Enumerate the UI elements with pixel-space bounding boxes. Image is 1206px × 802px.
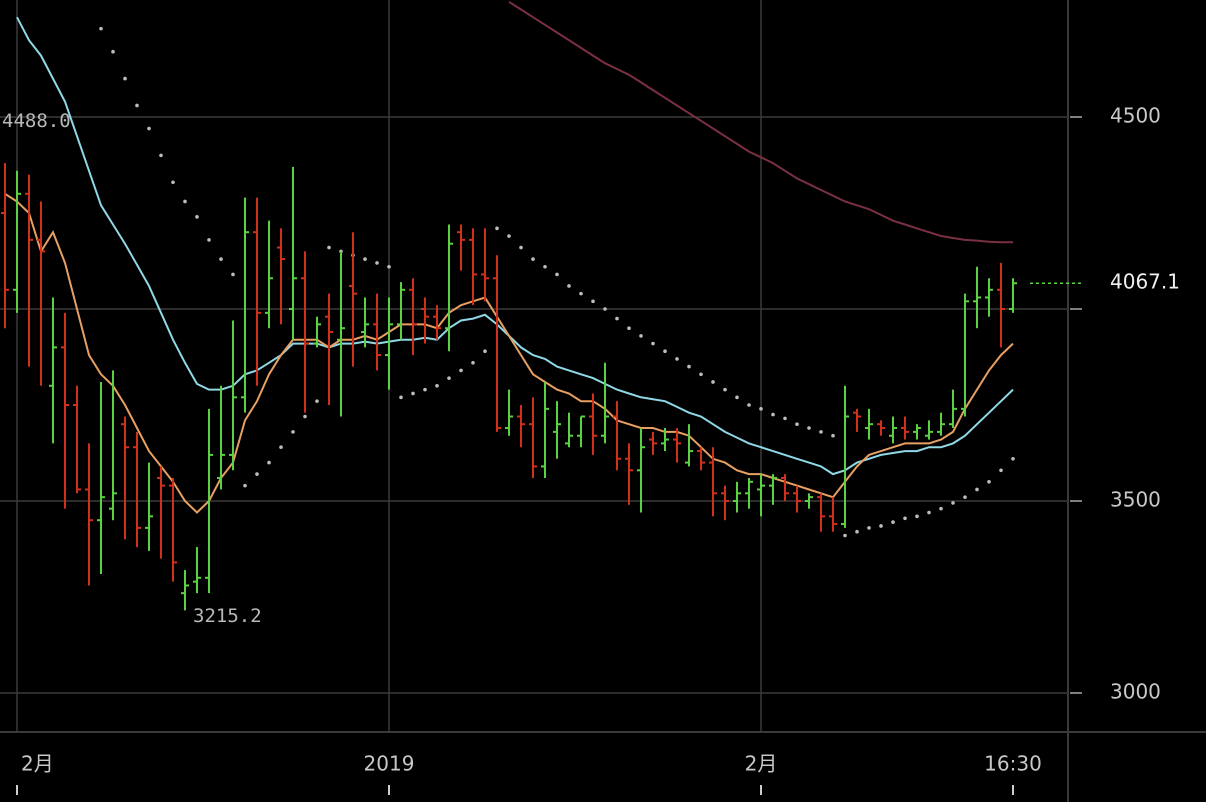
sar-dot — [615, 316, 619, 321]
x-tick-label: 2019 — [364, 752, 415, 776]
sar-dot — [651, 341, 655, 346]
sar-dot — [639, 334, 643, 338]
sar-dot — [423, 387, 427, 392]
y-tick-label: 4500 — [1110, 104, 1161, 128]
x-tick-label: 16:30 — [984, 752, 1042, 776]
sar-dot — [735, 395, 739, 400]
sar-dot — [387, 264, 391, 269]
sar-dot — [243, 483, 247, 488]
sar-dot — [951, 501, 955, 505]
sar-dot — [831, 433, 835, 438]
sar-dot — [231, 272, 235, 277]
sar-dot — [663, 349, 667, 354]
sar-dot — [459, 368, 463, 373]
sar-dot — [255, 472, 259, 476]
sar-dot — [759, 407, 763, 411]
sar-dot — [483, 349, 487, 354]
sar-dot — [855, 529, 859, 534]
sar-dot — [891, 520, 895, 524]
high-note: 4488.0 — [2, 110, 71, 132]
moving-average — [16, 16, 1014, 476]
plot-area — [0, 0, 1068, 732]
sar-dot — [807, 426, 811, 430]
sar-dot — [99, 26, 103, 31]
sar-dot — [411, 391, 415, 396]
sar-dot — [747, 403, 751, 407]
moving-average — [4, 192, 1014, 514]
sar-dot — [711, 380, 715, 384]
sar-dot — [579, 291, 583, 296]
sar-dot — [471, 360, 475, 365]
sar-dot — [543, 264, 547, 269]
low-note: 3215.2 — [193, 605, 262, 627]
sar-dot — [975, 487, 979, 492]
y-tick-label: 3000 — [1110, 679, 1161, 703]
sar-dot — [135, 103, 139, 108]
sar-dot — [495, 226, 499, 231]
sar-dot — [435, 383, 439, 388]
sar-dot — [819, 430, 823, 434]
sar-dot — [315, 399, 319, 403]
sar-dot — [771, 412, 775, 417]
sar-dot — [267, 460, 271, 465]
x-tick-label: 2月 — [21, 752, 54, 776]
sar-dot — [687, 364, 691, 369]
sar-dot — [879, 524, 883, 528]
sar-dot — [531, 257, 535, 261]
sar-dot — [795, 422, 799, 426]
sar-dot — [183, 199, 187, 204]
x-tick-label: 2月 — [745, 752, 778, 776]
sar-dot — [147, 126, 151, 131]
sar-dot — [567, 284, 571, 288]
sar-dot — [843, 533, 847, 538]
sar-dot — [903, 516, 907, 521]
sar-dot — [123, 76, 127, 81]
sar-dot — [375, 261, 379, 265]
sar-dot — [303, 414, 307, 419]
sar-dot — [447, 376, 451, 380]
sar-dot — [171, 180, 175, 185]
last-price-label: 4067.1 — [1110, 270, 1180, 294]
sar-dot — [939, 506, 943, 511]
sar-dot — [603, 307, 607, 311]
sar-dot — [915, 514, 919, 519]
sar-dot — [363, 257, 367, 261]
sar-dot — [219, 257, 223, 261]
sar-dot — [327, 245, 331, 250]
sar-dot — [519, 245, 523, 250]
sar-dot — [699, 372, 703, 377]
sar-dot — [927, 510, 931, 515]
sar-dot — [555, 272, 559, 277]
sar-dot — [963, 495, 967, 499]
sar-dot — [1011, 456, 1015, 461]
sar-dot — [627, 326, 631, 330]
sar-dot — [207, 238, 211, 242]
sar-dot — [675, 357, 679, 361]
sar-dot — [723, 387, 727, 392]
sar-dot — [279, 445, 283, 450]
sar-dot — [159, 153, 163, 158]
sar-dot — [507, 234, 511, 238]
sar-dot — [399, 395, 403, 400]
y-tick-label: 3500 — [1110, 487, 1161, 511]
sar-dot — [999, 468, 1003, 473]
sar-dot — [867, 526, 871, 530]
sar-dot — [783, 416, 787, 421]
sar-dot — [291, 430, 295, 434]
sar-dot — [987, 479, 991, 484]
moving-average — [508, 0, 1013, 244]
sar-dot — [591, 299, 595, 304]
sar-dot — [111, 49, 115, 54]
sar-dot — [195, 215, 199, 219]
